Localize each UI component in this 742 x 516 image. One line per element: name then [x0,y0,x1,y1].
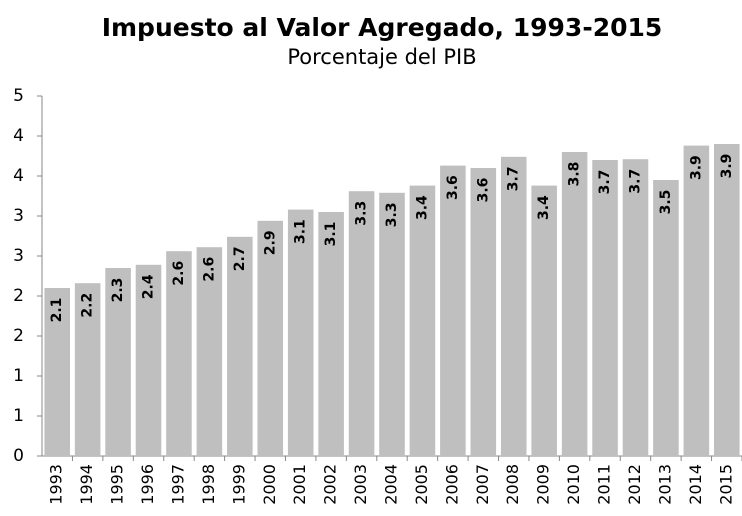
bar [287,209,314,456]
data-label: 2.3 [110,278,126,303]
x-tick-label: 2010 [564,464,583,505]
data-label: 3.9 [688,155,704,180]
bar [714,144,740,456]
bar [500,156,527,457]
y-tick-label: 5 [13,86,24,106]
bar [318,212,344,456]
bar [409,185,436,456]
data-label: 3.3 [354,201,370,226]
bar [592,160,618,456]
bar [653,180,679,456]
bar [531,185,557,456]
bar [257,220,284,456]
x-tick-label: 1993 [47,464,66,505]
x-tick-label: 2009 [534,464,553,505]
data-label: 2.7 [232,246,248,271]
x-tick-label: 2001 [290,464,309,505]
data-label: 3.8 [567,162,583,187]
bar [227,236,253,456]
bar [44,288,70,456]
x-tick-label: 1996 [138,464,157,505]
data-label: 3.4 [536,195,552,220]
x-tick-label: 2007 [473,464,492,505]
data-label: 2.4 [141,274,157,299]
data-label: 3.4 [414,195,430,220]
y-tick-label: 4 [13,166,24,186]
bar [196,247,223,456]
bar [105,268,131,456]
y-tick-label: 1 [13,366,24,386]
y-tick-label: 3 [13,246,24,266]
bar [74,283,101,456]
bar [622,159,649,456]
x-tick-label: 1997 [168,464,187,505]
bar [379,192,405,457]
x-tick-label: 2011 [595,464,614,505]
bar [470,168,497,456]
y-tick-label: 2 [13,286,24,306]
x-tick-label: 2004 [382,464,401,505]
bar [348,191,375,456]
data-label: 2.6 [201,257,217,282]
data-label: 3.1 [293,219,309,244]
x-tick-label: 1994 [77,464,96,505]
data-label: 2.1 [49,298,65,323]
bar [166,251,192,456]
data-label: 3.9 [719,154,735,179]
data-label: 3.3 [384,202,400,227]
x-tick-label: 2006 [442,464,461,505]
bar [561,152,588,456]
data-label: 2.9 [262,230,278,255]
data-label: 3.5 [658,190,674,215]
x-tick-label: 2012 [625,464,644,505]
bar [683,145,710,456]
data-label: 3.7 [597,170,613,195]
bar [440,165,466,456]
x-tick-label: 1999 [229,464,248,505]
data-label: 3.7 [506,166,522,191]
chart-title: Impuesto al Valor Agregado, 1993-2015 [102,13,663,42]
x-tick-label: 2005 [412,464,431,505]
y-tick-label: 4 [13,126,24,146]
x-tick-label: 2000 [260,464,279,505]
y-tick-label: 2 [13,326,24,346]
data-label: 3.7 [627,169,643,194]
data-label: 3.6 [445,175,461,200]
x-tick-label: 1995 [108,464,127,505]
data-label: 2.6 [171,261,187,286]
x-tick-label: 2014 [686,464,705,505]
y-tick-label: 1 [13,406,24,426]
data-label: 3.1 [323,222,339,247]
x-tick-label: 2015 [716,464,735,505]
bar [135,264,162,456]
x-tick-label: 2002 [321,464,340,505]
data-label: 2.2 [80,293,96,318]
y-tick-label: 3 [13,206,24,226]
x-tick-label: 2003 [351,464,370,505]
x-tick-label: 2013 [655,464,674,505]
chart-subtitle: Porcentaje del PIB [287,45,476,69]
y-tick-label: 0 [13,446,24,466]
x-tick-label: 2008 [503,464,522,505]
x-tick-label: 1998 [199,464,218,505]
data-label: 3.6 [475,178,491,203]
